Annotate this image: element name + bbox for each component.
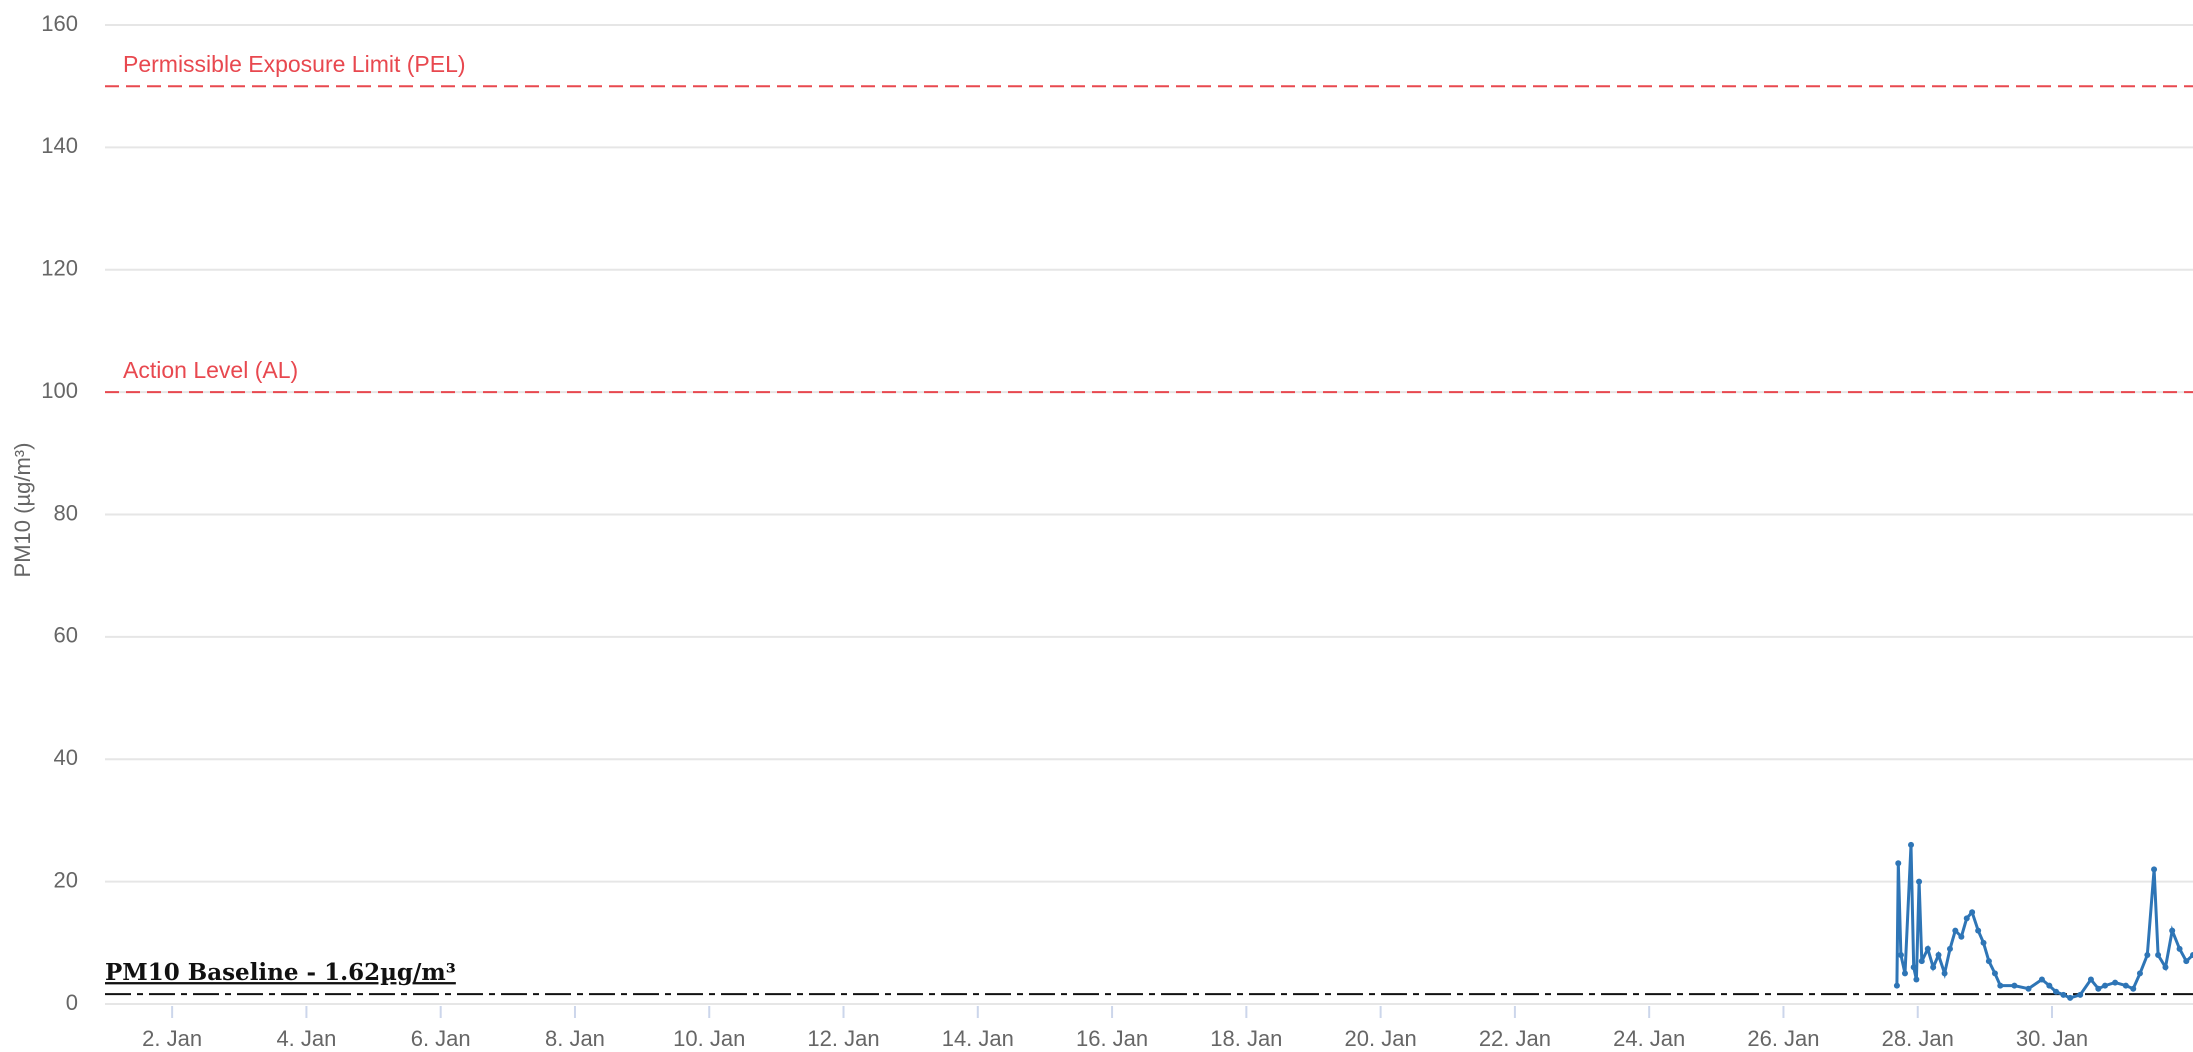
point bbox=[1946, 945, 1953, 952]
point bbox=[1991, 970, 1998, 977]
x-tick-label: 28. Jan bbox=[1882, 1026, 1954, 1051]
point bbox=[1913, 976, 1920, 983]
point bbox=[1930, 964, 1937, 971]
point bbox=[1952, 927, 1959, 934]
y-tick-label: 40 bbox=[54, 745, 78, 770]
y-tick-label: 100 bbox=[41, 378, 78, 403]
point bbox=[2087, 976, 2094, 983]
point bbox=[1901, 970, 1908, 977]
point bbox=[1918, 958, 1925, 965]
point bbox=[2136, 970, 2143, 977]
point bbox=[2053, 988, 2060, 995]
x-tick-label: 30. Jan bbox=[2016, 1026, 2088, 1051]
x-tick-label: 16. Jan bbox=[1076, 1026, 1148, 1051]
point bbox=[1958, 933, 1965, 940]
point bbox=[2077, 991, 2084, 998]
point bbox=[2038, 976, 2045, 983]
y-axis-label: PM10 (µg/m³) bbox=[10, 443, 35, 578]
x-tick-label: 12. Jan bbox=[807, 1026, 879, 1051]
point bbox=[1897, 952, 1904, 959]
x-tick-label: 18. Jan bbox=[1210, 1026, 1282, 1051]
y-tick-label: 0 bbox=[66, 990, 78, 1015]
point bbox=[1969, 909, 1976, 916]
point bbox=[1895, 860, 1902, 867]
point bbox=[1980, 939, 1987, 946]
point bbox=[2169, 927, 2176, 934]
point bbox=[1997, 982, 2004, 989]
x-tick-label: 8. Jan bbox=[545, 1026, 605, 1051]
x-tick-label: 24. Jan bbox=[1613, 1026, 1685, 1051]
x-tick-label: 20. Jan bbox=[1345, 1026, 1417, 1051]
point bbox=[2151, 866, 2158, 873]
point bbox=[1963, 915, 1970, 922]
point bbox=[2176, 945, 2183, 952]
x-tick-label: 10. Jan bbox=[673, 1026, 745, 1051]
point bbox=[2122, 982, 2129, 989]
point bbox=[1924, 945, 1931, 952]
x-tick-label: 22. Jan bbox=[1479, 1026, 1551, 1051]
x-tick-label: 26. Jan bbox=[1747, 1026, 1819, 1051]
point bbox=[1916, 878, 1923, 885]
point bbox=[1910, 964, 1917, 971]
y-tick-label: 160 bbox=[41, 11, 78, 36]
point bbox=[2183, 958, 2190, 965]
point bbox=[2155, 952, 2162, 959]
y-tick-label: 120 bbox=[41, 256, 78, 281]
point bbox=[2144, 952, 2151, 959]
point bbox=[2011, 982, 2018, 989]
y-tick-label: 140 bbox=[41, 133, 78, 158]
x-tick-label: 14. Jan bbox=[942, 1026, 1014, 1051]
x-tick-label: 6. Jan bbox=[411, 1026, 471, 1051]
point bbox=[1908, 841, 1915, 848]
point bbox=[1941, 970, 1948, 977]
point bbox=[2025, 985, 2032, 992]
point bbox=[1985, 958, 1992, 965]
point bbox=[2130, 985, 2137, 992]
point bbox=[2046, 982, 2053, 989]
point bbox=[1935, 952, 1942, 959]
x-tick-label: 4. Jan bbox=[276, 1026, 336, 1051]
baseline-label: PM10 Baseline - 1.62µg/m³ bbox=[105, 959, 456, 986]
point bbox=[2112, 979, 2119, 986]
y-tick-label: 60 bbox=[54, 623, 78, 648]
point bbox=[2067, 994, 2074, 1001]
point bbox=[2162, 964, 2169, 971]
point bbox=[2190, 952, 2193, 959]
point bbox=[1975, 927, 1982, 934]
y-tick-label: 20 bbox=[54, 867, 78, 892]
x-tick-label: 2. Jan bbox=[142, 1026, 202, 1051]
reference-label: Action Level (AL) bbox=[123, 357, 298, 383]
reference-label: Permissible Exposure Limit (PEL) bbox=[123, 51, 466, 77]
series-line bbox=[1895, 844, 2193, 1000]
y-tick-label: 80 bbox=[54, 500, 78, 525]
point bbox=[2060, 991, 2067, 998]
point bbox=[1893, 982, 1900, 989]
point bbox=[2102, 982, 2109, 989]
point bbox=[2095, 985, 2102, 992]
